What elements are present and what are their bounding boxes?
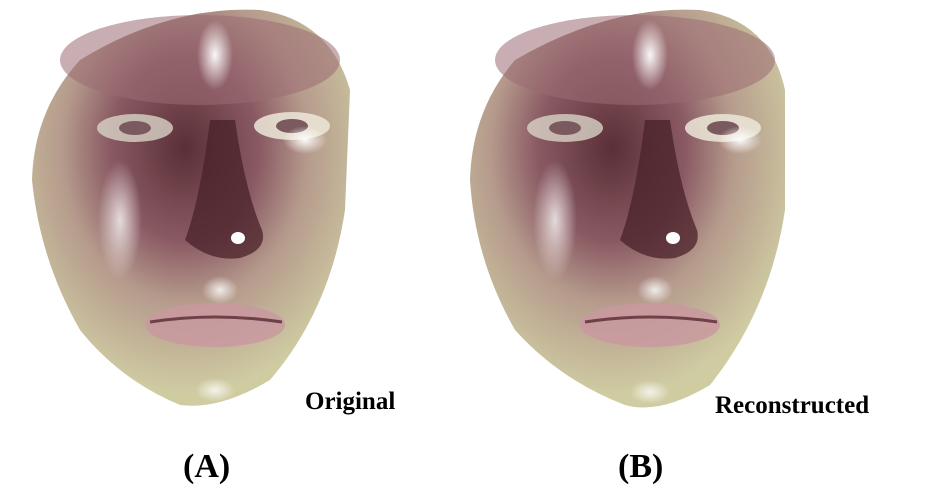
panel-label-b: (B) xyxy=(618,448,664,485)
face-render-reconstructed xyxy=(470,9,785,408)
panel-label-a: (A) xyxy=(183,448,231,485)
face-render-original xyxy=(32,9,350,406)
panel-original: Original (A) xyxy=(0,0,470,502)
panel-reconstructed: Reconstructed (B) xyxy=(440,0,944,502)
caption-original: Original xyxy=(305,388,396,415)
face-surface xyxy=(470,9,785,408)
caption-reconstructed: Reconstructed xyxy=(715,392,870,419)
face-surface xyxy=(32,9,350,406)
